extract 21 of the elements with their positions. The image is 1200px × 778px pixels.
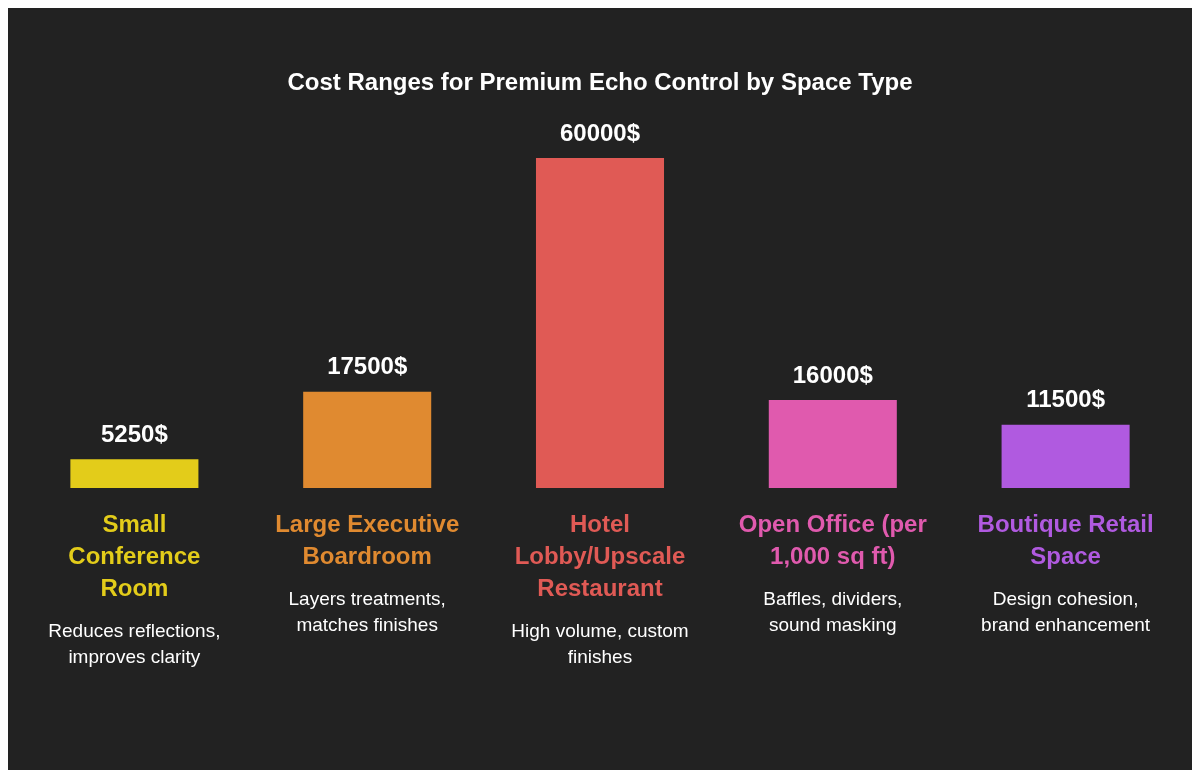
x-tick-label: Large Executive Boardroom bbox=[274, 509, 461, 571]
chart-title: Cost Ranges for Premium Echo Control by Space Type bbox=[286, 67, 914, 97]
x-tick-label: Hotel Lobby/Upscale Restaurant bbox=[513, 509, 687, 603]
bar bbox=[768, 400, 897, 488]
bar bbox=[1001, 424, 1130, 488]
bar bbox=[303, 391, 432, 488]
x-tick-label: Open Office (per 1,000 sq ft) bbox=[737, 509, 928, 571]
data-label: 11500$ bbox=[1026, 385, 1106, 413]
data-label: 17500$ bbox=[327, 352, 408, 380]
data-label: 16000$ bbox=[792, 360, 874, 388]
text: Reduces reflections, improves clarity bbox=[47, 619, 222, 669]
text: Layers treatments, matches finishes bbox=[287, 587, 447, 637]
bar bbox=[535, 158, 665, 488]
text: Baffles, dividers, sound masking bbox=[762, 587, 904, 637]
x-tick-label: Boutique Retail Space bbox=[976, 509, 1155, 571]
data-label: 5250$ bbox=[101, 419, 169, 447]
x-tick-label: Small Conference Room bbox=[67, 509, 202, 603]
bar bbox=[70, 459, 199, 488]
data-label: 60000$ bbox=[559, 118, 641, 146]
text: High volume, custom finishes bbox=[510, 619, 690, 669]
text: Design cohesion, brand enhancement bbox=[980, 587, 1152, 637]
